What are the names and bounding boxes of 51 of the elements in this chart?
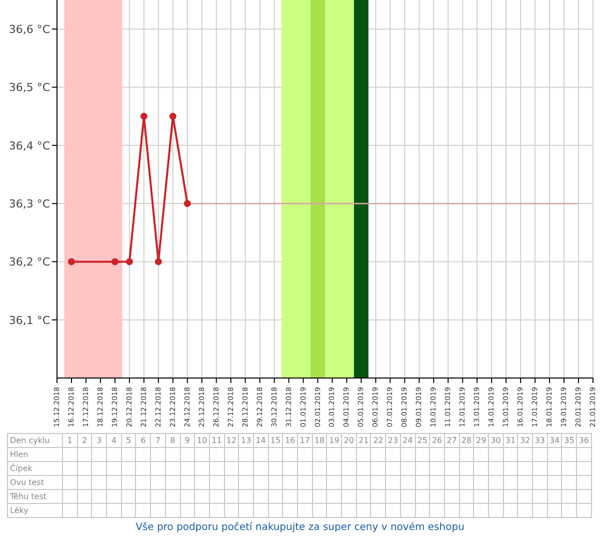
x2-tick-label: 6: [136, 434, 151, 448]
x2-tick-label: 3: [92, 434, 107, 448]
y-tick-label: 36,2 °C: [8, 256, 50, 269]
y-tick-label: 36,3 °C: [8, 197, 50, 210]
x2-tick-label: 14: [253, 434, 268, 448]
x2-tick-label: 31: [503, 434, 518, 448]
point: [68, 258, 75, 266]
y-tick-label: 36,5 °C: [8, 81, 50, 94]
x2-tick-label: 12: [224, 434, 239, 448]
point: [169, 112, 176, 120]
x2-tick-label: 23: [386, 434, 400, 448]
table-grid: Den cyklu 1 2 3 4 5 6 7 8 9 10 11 12 13 14 15 16 17 18 19 20 21 22 23 24 25 26 27 28 29 30 31 32 33 34 35 36 Hlen Čípek Ovu test Těhu test Léky: [7, 433, 592, 518]
x2-tick-label: 7: [150, 434, 166, 448]
x2-tick-label: 34: [547, 434, 562, 448]
y-tick-label: 36,1 °C: [8, 314, 50, 327]
x2-tick-label: 1: [62, 434, 78, 448]
x2-tick-label: 8: [165, 434, 180, 448]
x2-tick-label: 4: [106, 434, 122, 448]
x2-tick-label: 29: [474, 434, 488, 448]
text: Vše pro podporu početí nakupujte za super ceny v novém eshopu: [134, 522, 466, 533]
x2-tick-label: 20: [342, 434, 356, 448]
x2-tick-label: 22: [370, 434, 386, 448]
x2-tick-label: 15: [268, 434, 283, 448]
x2-tick-label: 10: [194, 434, 210, 448]
x2-tick-label: 28: [459, 434, 474, 448]
x2-tick-label: 11: [209, 434, 224, 448]
x2-tick-label: 35: [562, 434, 577, 448]
x2-tick-label: 5: [121, 434, 136, 448]
y-tick-label: 36,4 °C: [8, 139, 50, 152]
x2-tick-label: 27: [444, 434, 460, 448]
x2-tick-label: 13: [238, 434, 254, 448]
point: [111, 258, 118, 266]
x2-tick-label: 30: [488, 434, 504, 448]
point: [154, 258, 162, 266]
x2-tick-label: 26: [430, 434, 444, 448]
x2-tick-label: 25: [415, 434, 430, 448]
x2-tick-label: 36: [576, 434, 592, 448]
x2-tick-label: 9: [180, 434, 195, 448]
x2-tick-label: 18: [312, 434, 327, 448]
x2-tick-label: 2: [77, 434, 92, 448]
x2-tick-label: 32: [518, 434, 532, 448]
point: [184, 200, 191, 208]
y-tick-label: 36,6 °C: [8, 22, 50, 36]
x2-tick-label: 17: [298, 434, 312, 448]
x2-tick-label: 21: [356, 434, 371, 448]
x2-tick-label: 16: [282, 434, 298, 448]
x2-tick-label: 24: [400, 434, 415, 448]
x2-tick-label: 19: [326, 434, 342, 448]
x2-tick-label: 33: [532, 434, 548, 448]
point: [126, 258, 133, 266]
point: [140, 112, 148, 120]
